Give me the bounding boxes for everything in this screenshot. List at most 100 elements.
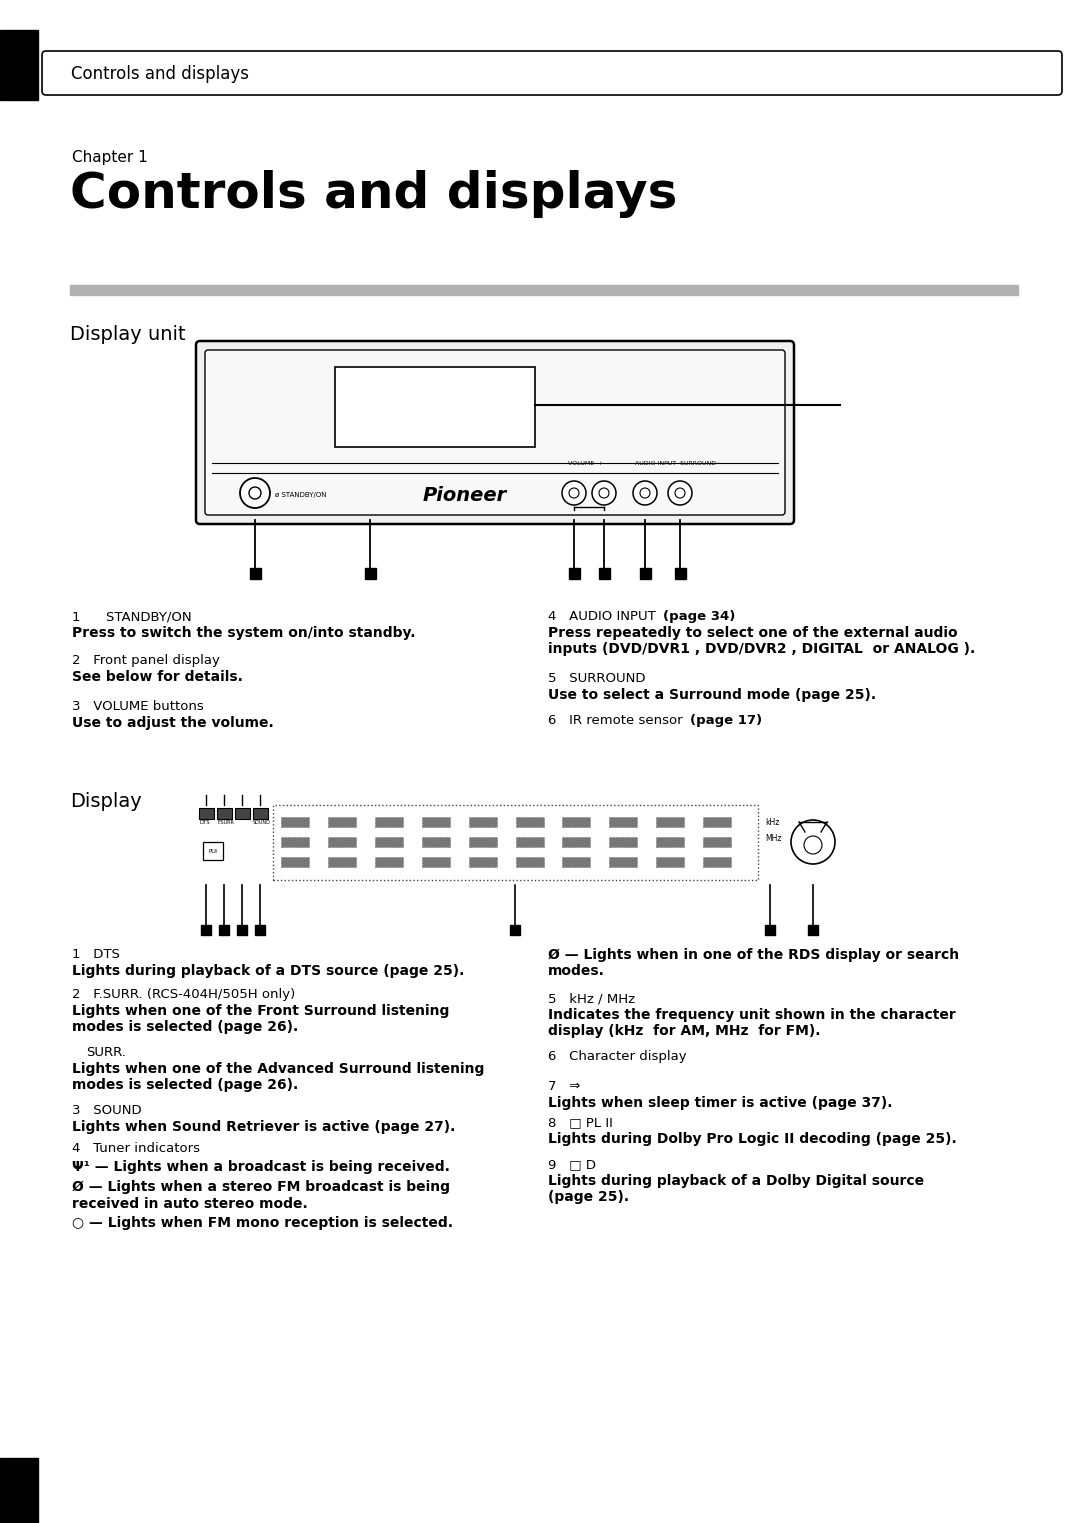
Text: Display: Display <box>70 792 141 812</box>
Bar <box>328 857 356 867</box>
Text: Press repeatedly to select one of the external audio: Press repeatedly to select one of the ex… <box>548 626 958 640</box>
Text: 2   F.SURR. (RCS-404H/505H only): 2 F.SURR. (RCS-404H/505H only) <box>72 988 295 1001</box>
Circle shape <box>669 481 692 506</box>
Circle shape <box>804 836 822 854</box>
Text: Controls and displays: Controls and displays <box>71 65 249 82</box>
Text: 7   ⇒: 7 ⇒ <box>548 1080 580 1094</box>
Text: DTS: DTS <box>199 819 210 824</box>
Bar <box>249 568 261 579</box>
Text: modes.: modes. <box>548 964 605 978</box>
Bar <box>203 842 222 860</box>
Text: modes is selected (page 26).: modes is selected (page 26). <box>72 1020 298 1034</box>
Bar <box>328 816 356 827</box>
FancyBboxPatch shape <box>195 341 794 524</box>
Circle shape <box>633 481 657 506</box>
Text: modes is selected (page 26).: modes is selected (page 26). <box>72 1078 298 1092</box>
Bar <box>563 816 591 827</box>
Bar <box>335 367 535 446</box>
Circle shape <box>592 481 616 506</box>
Text: 1      STANDBY/ON: 1 STANDBY/ON <box>72 611 191 623</box>
Bar <box>703 857 731 867</box>
Text: AUDIO INPUT  SURROUND: AUDIO INPUT SURROUND <box>635 460 716 466</box>
Text: En: En <box>11 1486 27 1499</box>
Bar <box>703 838 731 847</box>
Bar <box>703 816 731 827</box>
Bar <box>609 838 637 847</box>
Circle shape <box>599 487 609 498</box>
Text: 5   kHz / MHz: 5 kHz / MHz <box>548 991 635 1005</box>
Text: Display unit: Display unit <box>70 324 186 344</box>
Text: Lights when sleep timer is active (page 37).: Lights when sleep timer is active (page … <box>548 1097 892 1110</box>
Bar <box>515 857 543 867</box>
Text: 6   Character display: 6 Character display <box>548 1049 687 1063</box>
Bar <box>253 809 268 819</box>
Circle shape <box>569 487 579 498</box>
Bar <box>255 924 265 935</box>
Circle shape <box>249 487 261 500</box>
Bar <box>235 809 249 819</box>
Bar <box>70 285 1018 295</box>
Bar <box>219 924 229 935</box>
Bar <box>515 838 543 847</box>
Text: ø STANDBY/ON: ø STANDBY/ON <box>275 492 326 498</box>
Bar <box>765 924 775 935</box>
Bar <box>609 816 637 827</box>
Text: F.SURR: F.SURR <box>217 819 234 824</box>
Text: 6   IR remote sensor: 6 IR remote sensor <box>548 714 691 726</box>
Text: Ψ¹ — Lights when a broadcast is being received.: Ψ¹ — Lights when a broadcast is being re… <box>72 1161 450 1174</box>
Text: Indicates the frequency unit shown in the character: Indicates the frequency unit shown in th… <box>548 1008 956 1022</box>
Bar <box>469 816 497 827</box>
Text: kHz: kHz <box>765 818 780 827</box>
Text: Press to switch the system on/into standby.: Press to switch the system on/into stand… <box>72 626 416 640</box>
Bar <box>469 857 497 867</box>
Bar <box>375 816 403 827</box>
Text: Lights during playback of a DTS source (page 25).: Lights during playback of a DTS source (… <box>72 964 464 978</box>
Text: 4   Tuner indicators: 4 Tuner indicators <box>72 1142 200 1154</box>
Text: Pioneer: Pioneer <box>423 486 508 504</box>
Circle shape <box>562 481 586 506</box>
Bar <box>609 857 637 867</box>
Bar <box>201 924 211 935</box>
Text: Ø — Lights when a stereo FM broadcast is being: Ø — Lights when a stereo FM broadcast is… <box>72 1180 450 1194</box>
Text: ○ — Lights when FM mono reception is selected.: ○ — Lights when FM mono reception is sel… <box>72 1215 453 1231</box>
Circle shape <box>675 487 685 498</box>
Bar <box>675 568 686 579</box>
Bar <box>515 816 543 827</box>
Bar <box>0 30 38 101</box>
Text: SURR.: SURR. <box>86 1046 126 1058</box>
Bar <box>365 568 376 579</box>
Text: 2   Front panel display: 2 Front panel display <box>72 653 220 667</box>
Bar <box>0 1458 38 1523</box>
Circle shape <box>640 487 650 498</box>
Bar <box>217 809 232 819</box>
Text: (page 17): (page 17) <box>690 714 762 726</box>
Bar <box>563 857 591 867</box>
Bar <box>375 838 403 847</box>
Text: PLⅡ: PLⅡ <box>208 848 217 853</box>
Text: VOLUME  +: VOLUME + <box>568 460 604 466</box>
Text: Controls and displays: Controls and displays <box>70 171 677 218</box>
Bar <box>375 857 403 867</box>
Text: See below for details.: See below for details. <box>72 670 243 684</box>
Text: 9   □ D: 9 □ D <box>548 1157 596 1171</box>
Circle shape <box>240 478 270 509</box>
Bar <box>808 924 818 935</box>
Text: Lights when Sound Retriever is active (page 27).: Lights when Sound Retriever is active (p… <box>72 1119 456 1135</box>
Text: (page 25).: (page 25). <box>548 1189 630 1205</box>
Text: Use to select a Surround mode (page 25).: Use to select a Surround mode (page 25). <box>548 688 876 702</box>
Text: Lights during Dolby Pro Logic II decoding (page 25).: Lights during Dolby Pro Logic II decodin… <box>548 1132 957 1145</box>
Bar <box>199 809 214 819</box>
FancyBboxPatch shape <box>205 350 785 515</box>
Text: 3   VOLUME buttons: 3 VOLUME buttons <box>72 701 204 713</box>
Text: received in auto stereo mode.: received in auto stereo mode. <box>72 1197 308 1211</box>
Bar <box>599 568 610 579</box>
Bar <box>421 857 449 867</box>
Bar <box>421 838 449 847</box>
Bar <box>421 816 449 827</box>
Bar <box>563 838 591 847</box>
Bar <box>328 838 356 847</box>
Bar <box>657 838 685 847</box>
Bar <box>237 924 247 935</box>
Bar <box>273 806 758 880</box>
Bar <box>640 568 651 579</box>
